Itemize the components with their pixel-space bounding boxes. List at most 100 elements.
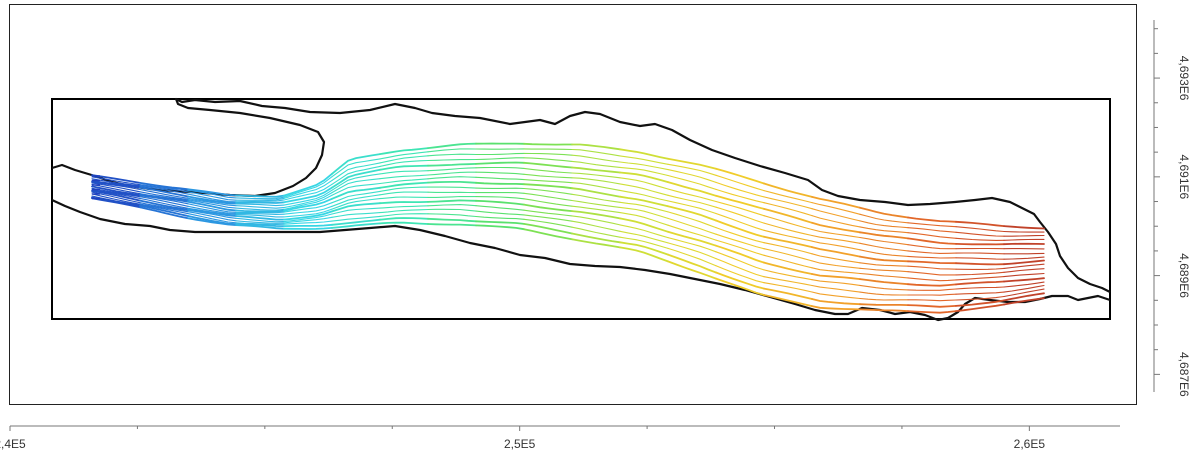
streamline-segment bbox=[763, 229, 813, 242]
streamline-segment bbox=[235, 213, 285, 218]
streamline-segment bbox=[235, 197, 285, 201]
streamline-segment bbox=[331, 207, 381, 215]
streamline-segment bbox=[379, 205, 429, 209]
streamline-segment bbox=[571, 193, 621, 203]
streamline-segment bbox=[283, 189, 333, 206]
streamline-segment bbox=[955, 231, 1005, 237]
streamline-segment bbox=[667, 217, 717, 235]
streamline-segment bbox=[571, 143, 621, 151]
streamline-segment bbox=[427, 213, 477, 218]
streamline-segment bbox=[235, 196, 285, 200]
streamline-segment bbox=[91, 176, 141, 186]
streamline-segment bbox=[331, 158, 381, 178]
streamline-segment bbox=[91, 182, 141, 193]
streamline-segment bbox=[427, 186, 477, 189]
streamline-segment bbox=[811, 298, 861, 306]
streamline-segment bbox=[187, 198, 237, 207]
streamline-segment bbox=[955, 271, 1005, 276]
streamline-segment bbox=[91, 193, 141, 205]
streamline-segment bbox=[523, 198, 573, 207]
streamline-segment bbox=[427, 167, 477, 172]
streamline-segment bbox=[811, 196, 861, 209]
streamline-segment bbox=[187, 191, 237, 201]
streamline-segment bbox=[1003, 230, 1045, 233]
streamline-segment bbox=[715, 251, 765, 271]
streamline-segment bbox=[187, 209, 237, 219]
streamline-segment bbox=[91, 190, 141, 202]
streamline-segment bbox=[91, 183, 141, 195]
streamline-segment bbox=[571, 215, 621, 226]
streamline-segment bbox=[955, 262, 1005, 266]
streamline-segment bbox=[907, 250, 957, 254]
streamline-segment bbox=[715, 194, 765, 210]
streamline-segment bbox=[715, 174, 765, 192]
streamline-segment bbox=[811, 267, 861, 275]
streamline-segment bbox=[811, 279, 861, 286]
streamline-segment bbox=[859, 291, 909, 296]
streamline-segment bbox=[91, 181, 141, 191]
streamline-segment bbox=[523, 148, 573, 151]
streamline-segment bbox=[763, 294, 813, 307]
streamline-segment bbox=[1003, 263, 1045, 269]
streamline-segment bbox=[619, 212, 669, 226]
streamline-segment bbox=[523, 167, 573, 174]
streamline-segment bbox=[283, 176, 333, 198]
streamline-segment bbox=[763, 287, 813, 300]
streamline-segment bbox=[715, 277, 765, 296]
streamline-segment bbox=[427, 142, 477, 149]
streamline-segment bbox=[955, 295, 1005, 301]
streamline-segment bbox=[187, 211, 237, 222]
streamline-segment bbox=[379, 155, 429, 164]
streamline-segment bbox=[859, 278, 909, 286]
streamline-segment bbox=[283, 205, 333, 215]
streamline-segment bbox=[379, 213, 429, 217]
streamline-segment bbox=[955, 286, 1005, 290]
streamline-segment bbox=[523, 161, 573, 169]
streamline-segment bbox=[907, 244, 957, 250]
streamline-segment bbox=[859, 236, 909, 246]
model-domain-boundary bbox=[51, 98, 1111, 320]
streamline-segment bbox=[859, 242, 909, 252]
streamline-segment bbox=[811, 240, 861, 251]
streamline-segment bbox=[811, 228, 861, 239]
streamline-segment bbox=[283, 192, 333, 209]
streamline-segment bbox=[1003, 277, 1045, 283]
streamline-segment bbox=[187, 203, 237, 213]
streamline-segment bbox=[667, 230, 717, 247]
streamline-segment bbox=[331, 212, 381, 218]
streamline-segment bbox=[235, 222, 285, 225]
streamline-segment bbox=[331, 162, 381, 181]
streamline-segment bbox=[955, 276, 1005, 281]
streamline-segment bbox=[427, 181, 477, 184]
streamline-segment bbox=[187, 200, 237, 212]
streamline-segment bbox=[331, 202, 381, 213]
streamline-segment bbox=[523, 223, 573, 235]
streamline-segment bbox=[907, 260, 957, 265]
streamline-segment bbox=[283, 183, 333, 201]
streamline-segment bbox=[859, 255, 909, 263]
streamline-segment bbox=[379, 208, 429, 214]
streamline-segment bbox=[859, 262, 909, 267]
streamline-segment bbox=[187, 205, 237, 215]
streamline-segment bbox=[619, 241, 669, 256]
streamline-segment bbox=[715, 206, 765, 224]
streamline-segment bbox=[571, 226, 621, 238]
streamline-segment bbox=[283, 194, 333, 210]
streamline-segment bbox=[523, 173, 573, 179]
streamline-segment bbox=[379, 147, 429, 155]
streamline-segment bbox=[811, 208, 861, 222]
streamline-segment bbox=[1003, 297, 1045, 306]
streamline-segment bbox=[715, 233, 765, 250]
streamline-segment bbox=[763, 242, 813, 255]
streamline-segment bbox=[859, 220, 909, 229]
streamline-segment bbox=[763, 235, 813, 248]
x-tick-label: 2,5E5 bbox=[504, 437, 536, 451]
streamline-segment bbox=[763, 215, 813, 231]
streamline-segment bbox=[955, 226, 1005, 233]
streamline-segment bbox=[139, 197, 189, 209]
streamline-segment bbox=[907, 288, 957, 291]
streamline-segment bbox=[91, 180, 141, 189]
streamline-segment bbox=[475, 152, 525, 156]
streamline-segment bbox=[379, 217, 429, 221]
